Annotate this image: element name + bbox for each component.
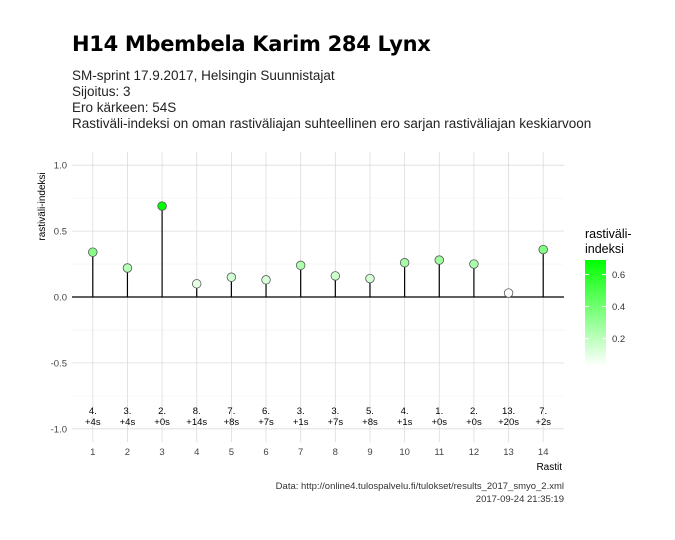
time-diff-label: +0s [154, 417, 170, 428]
x-tick-label: 11 [434, 447, 444, 458]
lollipop-point [192, 279, 202, 289]
y-tick-label: 1.0 [54, 161, 67, 172]
x-tick-label: 6 [263, 447, 268, 458]
data-source-caption: Data: http://online4.tulospalvelu.fi/tul… [275, 481, 564, 492]
lollipop-point [295, 260, 306, 271]
lollipop-point [261, 275, 271, 285]
lollipop-point [469, 259, 479, 269]
legend-title-line1: rastiväli- [585, 227, 632, 241]
y-tick-label: 0.5 [54, 227, 67, 238]
time-diff-label: +20s [498, 417, 519, 428]
time-diff-label: +8s [362, 417, 378, 428]
lollipop-point [157, 201, 167, 211]
rank-label: 4. [89, 406, 97, 417]
timestamp-caption: 2017-09-24 21:35:19 [475, 494, 564, 505]
time-diff-label: +4s [85, 417, 101, 428]
time-diff-label: +7s [328, 417, 344, 428]
time-diff-label: +1s [293, 417, 309, 428]
chart-title: H14 Mbembela Karim 284 Lynx [72, 32, 431, 56]
legend-title-line2: indeksi [585, 242, 624, 256]
legend-tick-label: 0.2 [612, 334, 625, 345]
legend-colorbar [585, 260, 606, 366]
time-diff-label: +7s [258, 417, 274, 428]
rank-label: 3. [297, 406, 305, 417]
rank-label: 3. [331, 406, 339, 417]
rank-label: 4. [401, 406, 409, 417]
x-tick-label: 10 [399, 447, 410, 458]
x-tick-label: 5 [229, 447, 234, 458]
lollipop-point [538, 244, 548, 255]
lollipop-point [88, 247, 98, 257]
subtitle-description: Rastiväli-indeksi on oman rastiväliajan … [72, 116, 592, 131]
y-axis-title: rastiväli-indeksi [37, 172, 48, 240]
lollipop-point [503, 288, 514, 298]
lollipop-point [365, 273, 375, 284]
x-tick-label: 7 [298, 447, 303, 458]
x-tick-label: 3 [159, 447, 164, 458]
subtitle-event: SM-sprint 17.9.2017, Helsingin Suunnista… [72, 68, 335, 83]
rank-label: 1. [435, 406, 443, 417]
y-tick-label: -1.0 [51, 424, 67, 435]
rank-label: 7. [539, 406, 547, 417]
y-tick-label: -0.5 [51, 358, 67, 369]
time-diff-label: +14s [186, 417, 207, 428]
time-diff-label: +2s [535, 417, 551, 428]
rank-label: 7. [227, 406, 235, 417]
rank-label: 3. [123, 406, 131, 417]
lollipop-point [399, 258, 410, 268]
x-tick-label: 4 [194, 447, 199, 458]
legend-tick-label: 0.6 [612, 270, 625, 281]
subtitle-rank: Sijoitus: 3 [72, 84, 131, 99]
legend-tick-label: 0.4 [612, 302, 625, 313]
x-axis-title: Rastit [536, 462, 562, 473]
x-tick-label: 14 [538, 447, 549, 458]
lollipop-point [434, 255, 444, 265]
rank-label: 5. [366, 406, 374, 417]
time-diff-label: +4s [120, 417, 136, 428]
rank-label: 2. [470, 406, 478, 417]
y-tick-label: 0.0 [54, 293, 67, 304]
lollipop-point [122, 263, 133, 273]
rank-label: 6. [262, 406, 270, 417]
time-diff-label: +8s [224, 417, 240, 428]
time-diff-label: +1s [397, 417, 413, 428]
rank-label: 13. [502, 406, 515, 417]
time-diff-label: +0s [466, 417, 482, 428]
lollipop-point [226, 272, 237, 282]
x-tick-label: 9 [367, 447, 372, 458]
time-diff-label: +0s [431, 417, 447, 428]
lollipop-point [330, 271, 341, 281]
x-tick-label: 13 [503, 447, 514, 458]
subtitle-gap: Ero kärkeen: 54S [72, 100, 177, 115]
x-tick-label: 1 [90, 447, 95, 458]
rank-label: 2. [158, 406, 166, 417]
rank-label: 8. [193, 406, 201, 417]
x-tick-label: 8 [333, 447, 338, 458]
x-tick-label: 12 [469, 447, 480, 458]
x-tick-label: 2 [125, 447, 130, 458]
